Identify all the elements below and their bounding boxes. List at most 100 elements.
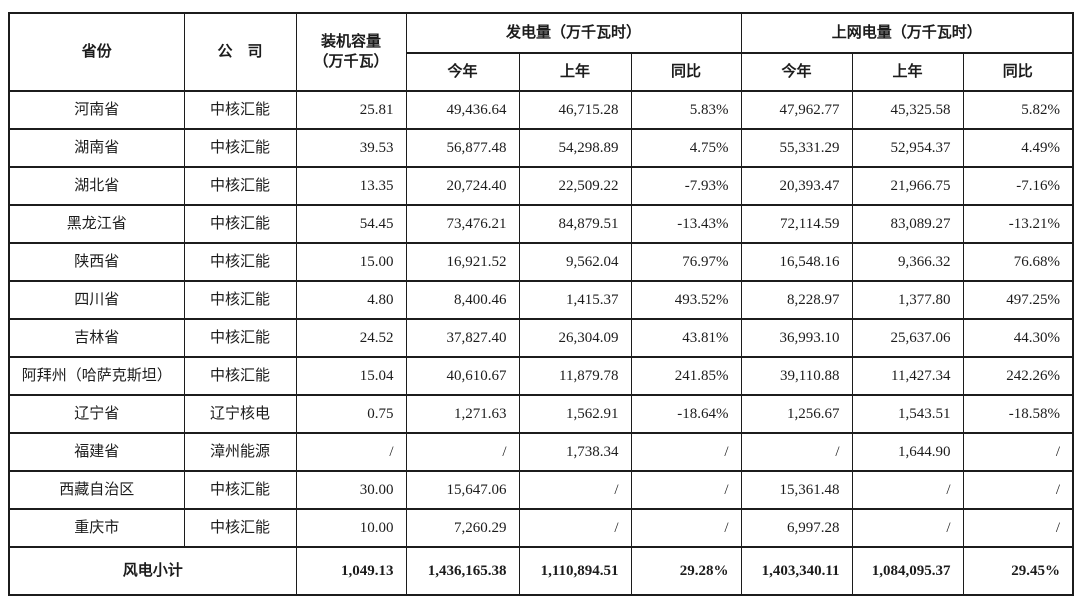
cell-capacity: 13.35	[295, 166, 407, 206]
cell-capacity: 25.81	[295, 90, 407, 130]
cell-gen-yoy: 43.81%	[630, 318, 742, 358]
cell-capacity: 15.04	[295, 356, 407, 396]
cell-gen-yoy: 241.85%	[630, 356, 742, 396]
cell-grid-this: 16,548.16	[740, 242, 853, 282]
cell-province: 西藏自治区	[8, 470, 185, 510]
cell-company: 中核汇能	[183, 356, 297, 396]
cell-province: 湖南省	[8, 128, 185, 168]
cell-gen-yoy: -18.64%	[630, 394, 742, 434]
cell-gen-this: 8,400.46	[405, 280, 520, 320]
table-row: 西藏自治区 中核汇能 30.00 15,647.06//15,361.48//	[8, 470, 1074, 510]
cell-gen-yoy: -13.43%	[630, 204, 742, 244]
table-row: 湖南省 中核汇能 39.53 56,877.48 54,298.89 4.75% 55,33…	[8, 128, 1074, 168]
cell-company: 中核汇能	[183, 90, 297, 130]
table-row: 湖北省 中核汇能 13.35 20,724.40 22,509.22 -7.93% 20,3…	[8, 166, 1074, 206]
cell-gen-this: 1,271.63	[405, 394, 520, 434]
total-grid-yoy: 29.45%	[962, 546, 1074, 596]
cell-grid-last: 83,089.27	[851, 204, 964, 244]
cell-grid-last: 1,377.80	[851, 280, 964, 320]
cell-capacity: 10.00	[295, 508, 407, 548]
cell-grid-this: /	[740, 432, 853, 472]
cell-capacity: 54.45	[295, 204, 407, 244]
cell-grid-yoy: 76.68%	[962, 242, 1074, 282]
cell-company: 辽宁核电	[183, 394, 297, 434]
cell-gen-last: 9,562.04	[518, 242, 632, 282]
cell-grid-last: 9,366.32	[851, 242, 964, 282]
table-row: 辽宁省 辽宁核电 0.75 1,271.63 1,562.91 -18.64% 1,256.…	[8, 394, 1074, 434]
cell-gen-this: 73,476.21	[405, 204, 520, 244]
cell-gen-this: 49,436.64	[405, 90, 520, 130]
cell-capacity: 30.00	[295, 470, 407, 510]
cell-capacity: 15.00	[295, 242, 407, 282]
cell-grid-this: 39,110.88	[740, 356, 853, 396]
header-row-sub: 今年 上年 同比 今年 上年 同比	[9, 52, 1074, 92]
subheader-grid-last-year: 上年	[851, 52, 964, 92]
col-header-company: 公 司	[183, 12, 297, 92]
cell-capacity: 24.52	[295, 318, 407, 358]
cell-gen-yoy: 4.75%	[630, 128, 742, 168]
cell-grid-yoy: 242.26%	[962, 356, 1074, 396]
cell-grid-yoy: -13.21%	[962, 204, 1074, 244]
cell-gen-last: 26,304.09	[518, 318, 632, 358]
cell-gen-last: /	[518, 508, 632, 548]
cell-grid-last: 1,644.90	[851, 432, 964, 472]
cell-province: 河南省	[8, 90, 185, 130]
cell-grid-last: 1,543.51	[851, 394, 964, 434]
cell-grid-yoy: 5.82%	[962, 90, 1074, 130]
cell-gen-last: 1,562.91	[518, 394, 632, 434]
cell-company: 中核汇能	[183, 318, 297, 358]
table-row: 阿拜州（哈萨克斯坦） 中核汇能 15.04 40,610.67 11,879.78 241…	[8, 356, 1074, 396]
col-header-capacity: 装机容量 （万千瓦）	[295, 12, 407, 92]
capacity-header-line2: （万千瓦）	[313, 54, 389, 70]
table-footer: 风电小计 1,049.13 1,436,165.38 1,110,894.51 …	[8, 546, 1074, 596]
cell-grid-yoy: -18.58%	[962, 394, 1074, 434]
table-row: 吉林省 中核汇能 24.52 37,827.40 26,304.09 43.81% 36,9…	[8, 318, 1074, 358]
cell-grid-last: 25,637.06	[851, 318, 964, 358]
table-row: 陕西省 中核汇能 15.00 16,921.52 9,562.04 76.97% 16,54…	[8, 242, 1074, 282]
subheader-grid-this-year: 今年	[740, 52, 853, 92]
cell-grid-this: 1,256.67	[740, 394, 853, 434]
cell-gen-this: 20,724.40	[405, 166, 520, 206]
group-header-ongrid: 上网电量（万千瓦时）	[740, 12, 1074, 54]
cell-grid-this: 8,228.97	[740, 280, 853, 320]
cell-province: 黑龙江省	[8, 204, 185, 244]
cell-province: 福建省	[8, 432, 185, 472]
total-gen-last-year: 1,110,894.51	[518, 546, 632, 596]
cell-grid-yoy: 497.25%	[962, 280, 1074, 320]
cell-grid-yoy: -7.16%	[962, 166, 1074, 206]
wind-power-table-container: 省份 公 司 装机容量 （万千瓦） 发电量（万千瓦时） 上网电量（万千瓦时） 今年…	[8, 12, 1075, 596]
table-row: 黑龙江省 中核汇能 54.45 73,476.21 84,879.51 -13.43% 72…	[8, 204, 1074, 244]
cell-province: 湖北省	[8, 166, 185, 206]
cell-grid-last: 21,966.75	[851, 166, 964, 206]
total-gen-this-year: 1,436,165.38	[405, 546, 520, 596]
cell-company: 中核汇能	[183, 470, 297, 510]
cell-company: 中核汇能	[183, 128, 297, 168]
cell-gen-yoy: 493.52%	[630, 280, 742, 320]
cell-grid-yoy: /	[962, 508, 1074, 548]
cell-gen-this: 56,877.48	[405, 128, 520, 168]
table-row: 四川省 中核汇能 4.80 8,400.46 1,415.37 493.52% 8,228.…	[8, 280, 1074, 320]
cell-capacity: 39.53	[295, 128, 407, 168]
cell-grid-this: 36,993.10	[740, 318, 853, 358]
table-row: 福建省 漳州能源 //1,738.34//1,644.90/	[8, 432, 1074, 472]
cell-gen-yoy: /	[630, 508, 742, 548]
cell-grid-last: /	[851, 470, 964, 510]
table-row: 重庆市 中核汇能 10.00 7,260.29//6,997.28//	[8, 508, 1074, 548]
cell-grid-last: /	[851, 508, 964, 548]
cell-grid-this: 20,393.47	[740, 166, 853, 206]
cell-capacity: 0.75	[295, 394, 407, 434]
subheader-grid-yoy: 同比	[962, 52, 1074, 92]
cell-company: 中核汇能	[183, 242, 297, 282]
total-label: 风电小计	[8, 546, 297, 596]
cell-gen-last: 1,415.37	[518, 280, 632, 320]
cell-province: 陕西省	[8, 242, 185, 282]
cell-gen-yoy: /	[630, 432, 742, 472]
cell-province: 四川省	[8, 280, 185, 320]
cell-gen-yoy: 5.83%	[630, 90, 742, 130]
cell-company: 中核汇能	[183, 204, 297, 244]
cell-grid-yoy: 44.30%	[962, 318, 1074, 358]
cell-province: 辽宁省	[8, 394, 185, 434]
cell-gen-this: 7,260.29	[405, 508, 520, 548]
cell-grid-yoy: /	[962, 432, 1074, 472]
cell-company: 漳州能源	[183, 432, 297, 472]
